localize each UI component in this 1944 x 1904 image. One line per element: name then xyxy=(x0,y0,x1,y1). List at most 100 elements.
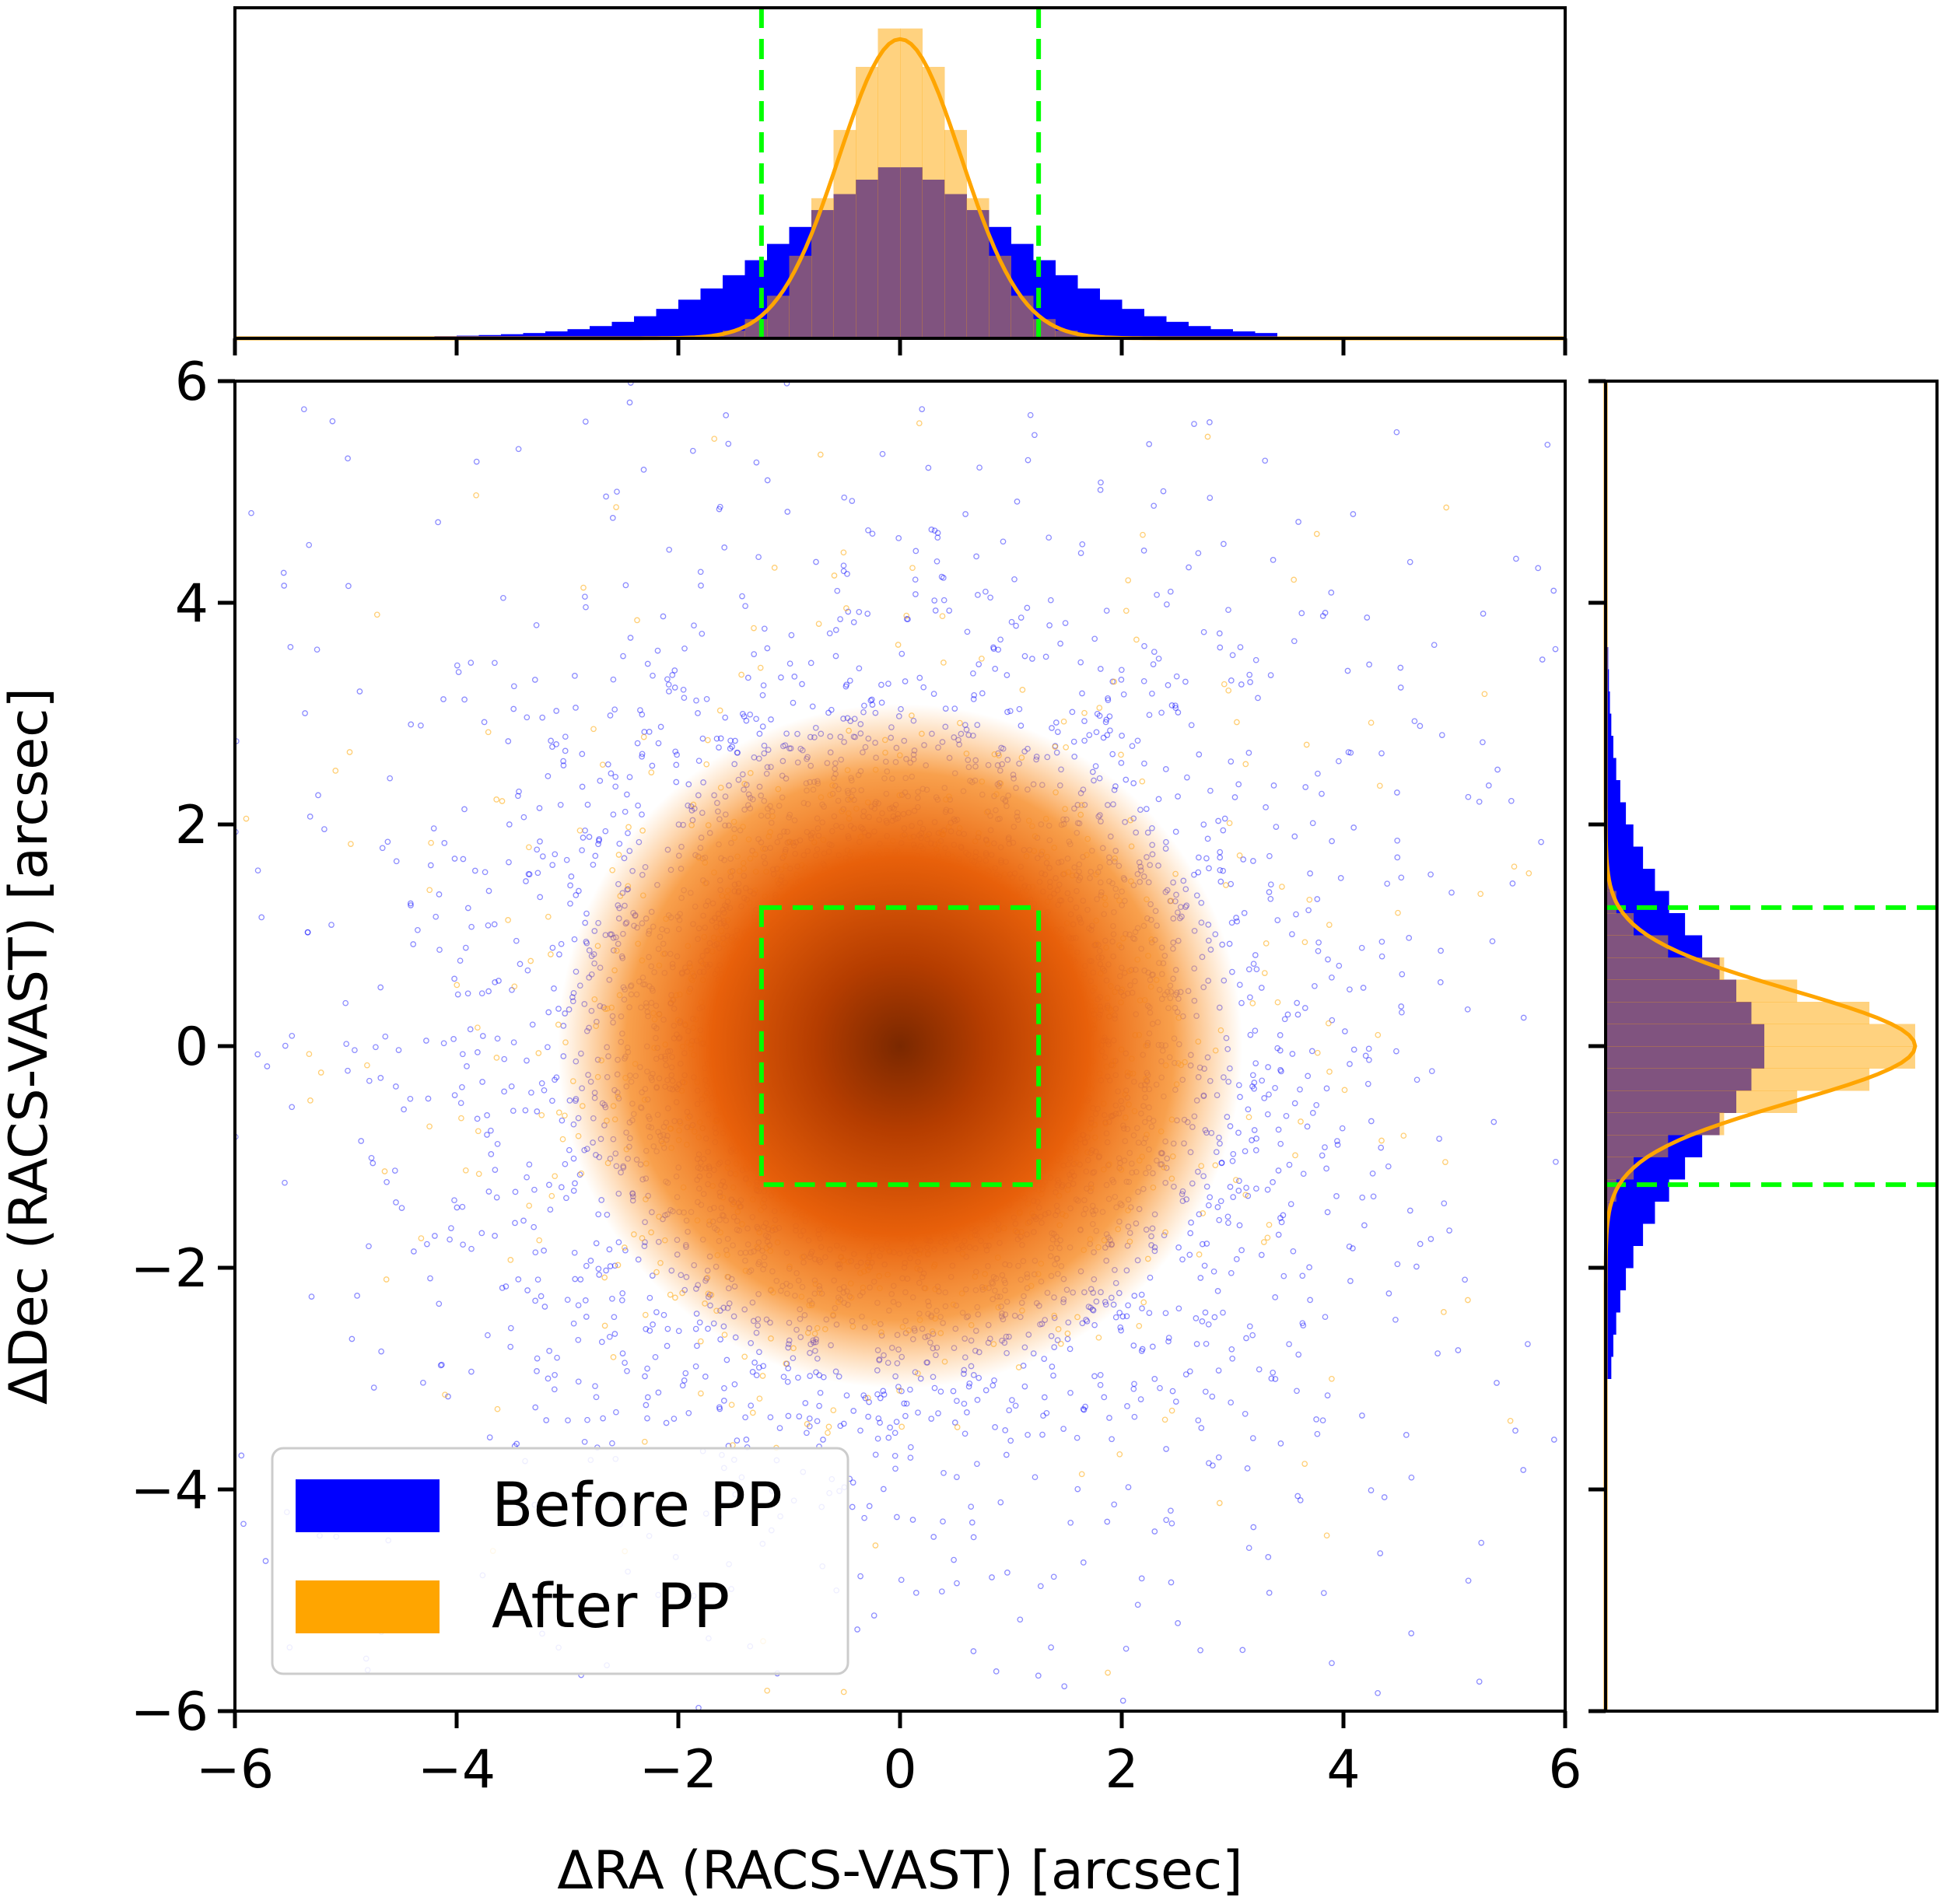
scatter-point xyxy=(786,660,793,667)
scatter-point xyxy=(849,1503,856,1510)
scatter-point xyxy=(1172,1398,1179,1405)
scatter-point xyxy=(820,1437,826,1443)
scatter-point xyxy=(1550,1437,1557,1443)
scatter-point xyxy=(1323,1085,1330,1092)
scatter-point xyxy=(1508,797,1515,804)
scatter-point xyxy=(951,1419,958,1426)
scatter-point xyxy=(570,1155,577,1162)
scatter-point xyxy=(1324,1392,1331,1398)
scatter-point xyxy=(767,1414,774,1421)
scatter-point xyxy=(1277,1440,1284,1447)
scatter-point xyxy=(282,1179,288,1186)
scatter-point xyxy=(891,1452,898,1459)
scatter-point xyxy=(1074,1434,1081,1441)
scatter-point xyxy=(1411,718,1418,725)
scatter-point xyxy=(575,1378,582,1385)
scatter-point xyxy=(660,1311,667,1318)
scatter-point xyxy=(1258,985,1265,991)
scatter-point xyxy=(1077,659,1084,666)
scatter-point xyxy=(1216,630,1223,637)
scatter-point xyxy=(581,1438,588,1445)
scatter-point xyxy=(583,1262,590,1269)
scatter-point xyxy=(1394,789,1400,796)
scatter-point xyxy=(1119,1697,1126,1704)
scatter-point xyxy=(1270,1369,1277,1376)
scatter-point xyxy=(698,583,704,589)
scatter-point xyxy=(441,840,448,846)
scatter-point xyxy=(759,691,766,698)
scatter-point xyxy=(987,594,993,601)
scatter-point xyxy=(868,696,875,703)
scatter-point xyxy=(920,684,927,691)
scatter-point xyxy=(603,1267,609,1274)
scatter-point xyxy=(485,922,492,929)
scatter-point xyxy=(749,1369,756,1375)
scatter-point xyxy=(1186,564,1192,571)
scatter-point xyxy=(512,1220,518,1227)
scatter-point xyxy=(1313,1101,1320,1108)
scatter-point xyxy=(1193,1315,1200,1321)
scatter-point xyxy=(566,1146,573,1153)
scatter-point xyxy=(1206,865,1212,872)
scatter-point xyxy=(1217,854,1224,861)
scatter-point xyxy=(1253,966,1260,973)
scatter-point xyxy=(315,792,321,799)
scatter-point xyxy=(1267,672,1274,678)
scatter-point xyxy=(1328,590,1335,596)
scatter-point xyxy=(898,650,905,657)
scatter-point xyxy=(1347,1278,1354,1284)
scatter-point xyxy=(744,674,751,681)
scatter-point xyxy=(1077,550,1084,556)
scatter-point xyxy=(563,1195,569,1202)
scatter-point xyxy=(1235,1188,1242,1194)
scatter-point xyxy=(520,1217,527,1224)
scatter-point xyxy=(1202,1388,1209,1395)
scatter-point xyxy=(450,1036,457,1042)
scatter-point xyxy=(1111,1501,1118,1508)
scatter-point xyxy=(1322,1314,1329,1321)
scatter-point xyxy=(907,1454,914,1461)
scatter-point xyxy=(666,546,673,553)
scatter-point xyxy=(1437,979,1444,985)
scatter-point xyxy=(1054,729,1061,735)
scatter-point xyxy=(1398,1003,1405,1010)
scatter-point xyxy=(433,913,440,920)
scatter-point xyxy=(970,670,976,677)
scatter-point xyxy=(1004,709,1011,716)
scatter-point xyxy=(755,1364,762,1371)
scatter-point xyxy=(461,806,468,813)
scatter-point xyxy=(1215,817,1221,824)
scatter-point xyxy=(612,773,619,780)
scatter-point xyxy=(1243,1335,1249,1342)
scatter-point xyxy=(837,616,843,622)
scatter-point xyxy=(1162,766,1169,772)
scatter-point xyxy=(1016,705,1023,712)
scatter-point xyxy=(760,682,767,689)
scatter-point xyxy=(583,1314,590,1320)
scatter-point xyxy=(1168,1520,1175,1527)
scatter-point xyxy=(509,986,515,993)
scatter-point xyxy=(1266,1091,1272,1098)
scatter-point xyxy=(940,575,947,581)
scatter-point xyxy=(1300,1322,1307,1329)
scatter-point xyxy=(553,708,560,714)
scatter-point xyxy=(398,1205,405,1211)
scatter-point xyxy=(816,1402,822,1409)
scatter-point xyxy=(562,733,569,740)
scatter-point xyxy=(760,1363,767,1370)
scatter-point xyxy=(1138,1575,1145,1582)
scatter-point xyxy=(1305,907,1312,914)
scatter-point xyxy=(1277,1047,1284,1054)
scatter-point xyxy=(556,951,562,957)
scatter-point xyxy=(432,1233,438,1239)
scatter-point xyxy=(1140,677,1147,684)
scatter-point xyxy=(546,1181,552,1188)
scatter-point xyxy=(473,458,480,465)
scatter-point xyxy=(541,1087,548,1094)
scatter-point xyxy=(846,677,853,684)
scatter-point xyxy=(603,493,609,500)
scatter-point xyxy=(534,1355,541,1362)
scatter-point xyxy=(1197,1647,1203,1654)
scatter-point xyxy=(877,1395,884,1402)
scatter-point xyxy=(1319,1152,1326,1159)
